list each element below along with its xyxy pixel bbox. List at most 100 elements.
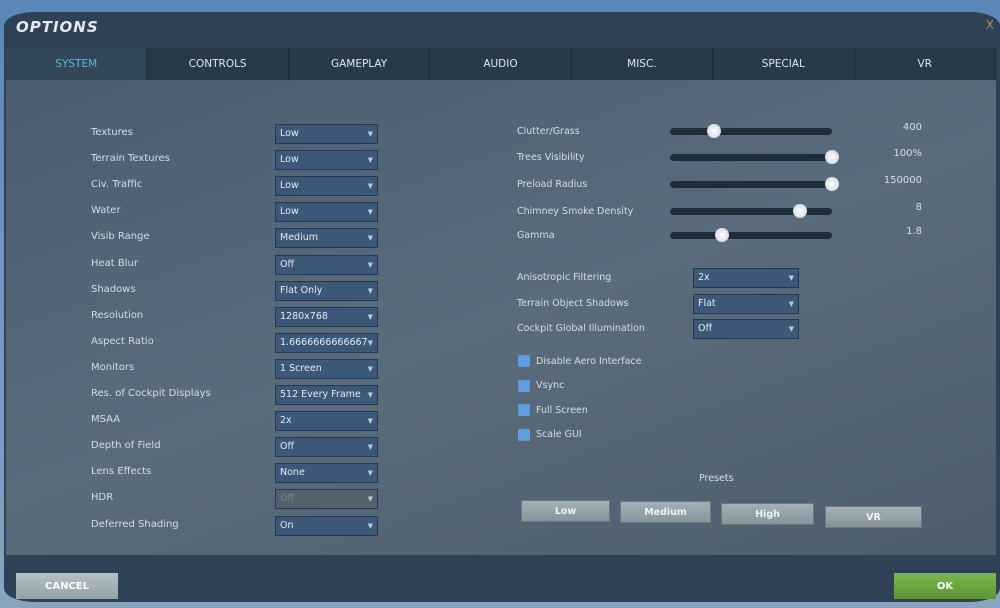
setting-dropdown[interactable]: 2x ▼ [275,411,378,432]
tab-system[interactable]: SYSTEM [6,48,148,80]
preset-medium-button[interactable]: Medium [620,501,711,523]
slider-track[interactable] [670,124,832,138]
setting-row: Lens Effects None ▼ [91,463,381,484]
tab-misc[interactable]: MISC. [571,48,714,80]
setting-dropdown[interactable]: 2x ▼ [693,268,799,288]
slider-thumb[interactable] [792,204,807,218]
setting-row: HDR Off ▼ [91,489,381,510]
setting-dropdown[interactable]: None ▼ [275,463,378,484]
tab-audio[interactable]: AUDIO [430,48,572,80]
setting-dropdown[interactable]: 1 Screen ▼ [275,358,378,379]
dropdown-value: Off [698,323,713,334]
dropdown-value: On [280,519,294,531]
setting-row: Aspect Ratio 1.6666666666667 ▼ [91,332,381,353]
setting-label: Monitors [91,361,135,373]
slider-track[interactable] [670,177,839,191]
setting-row: Shadows Flat Only ▼ [91,280,381,301]
setting-label: Lens Effects [91,466,152,478]
dropdown-value: Low [280,154,299,166]
checkbox-label: Disable Aero Interface [536,355,642,367]
checkbox[interactable] [518,404,530,416]
setting-label: HDR [91,492,114,504]
setting-dropdown[interactable]: Off ▼ [693,319,799,339]
slider-thumb[interactable] [825,177,839,191]
slider-track[interactable] [670,204,832,218]
setting-row: Civ. Traffic Low ▼ [91,176,381,197]
setting-label: Anisotropic Filtering [517,272,612,283]
chevron-down-icon: ▼ [367,234,373,243]
chevron-down-icon: ▼ [367,391,373,399]
setting-dropdown[interactable]: Flat Only ▼ [275,280,378,301]
dropdown-value: 1280x768 [280,310,328,322]
slider-label: Gamma [517,230,555,241]
setting-row: Resolution 1280x768 ▼ [91,306,381,327]
checkbox-row[interactable]: Full Screen [518,403,588,417]
setting-dropdown[interactable]: 1280x768 ▼ [275,306,378,327]
chevron-down-icon: ▼ [367,469,373,478]
dropdown-value: 2x [280,415,292,427]
checkbox-row[interactable]: Scale GUI [518,428,582,442]
setting-dropdown[interactable]: Low ▼ [275,150,378,171]
chevron-down-icon: ▼ [367,208,373,217]
setting-dropdown[interactable]: On ▼ [275,515,378,536]
dropdown-value: 512 Every Frame [280,389,361,400]
setting-row: Deferred Shading On ▼ [91,515,381,536]
setting-dropdown[interactable]: Low ▼ [275,124,378,144]
window-title: OPTIONS [16,18,99,36]
checkbox-row[interactable]: Vsync [518,379,564,393]
checkbox[interactable] [518,428,530,441]
setting-row: Depth of Field Off ▼ [91,437,381,458]
slider-track[interactable] [670,150,839,164]
setting-label: Heat Blur [91,257,138,269]
close-icon[interactable]: X [985,18,994,32]
setting-row: Cockpit Global Illumination Off ▼ [517,319,807,339]
setting-label: Resolution [91,309,144,321]
setting-dropdown[interactable]: Off ▼ [275,437,378,458]
slider-value: 100% [893,148,922,159]
chevron-down-icon: ▼ [367,417,373,426]
tab-gameplay[interactable]: GAMEPLAY [288,48,431,80]
preset-high-button[interactable]: High [721,503,814,525]
setting-row: Visib Range Medium ▼ [91,228,381,249]
dropdown-value: Flat [698,297,716,309]
ok-button[interactable]: OK [894,573,996,599]
slider-label: Clutter/Grass [517,126,580,137]
setting-dropdown[interactable]: Medium ▼ [275,228,378,249]
checkbox[interactable] [518,355,530,367]
cancel-button[interactable]: CANCEL [16,573,118,599]
dropdown-value: Low [280,206,299,218]
setting-dropdown[interactable]: 1.6666666666667 ▼ [275,332,378,353]
checkbox-row[interactable]: Disable Aero Interface [518,354,642,368]
dropdown-value: Low [280,128,299,139]
tab-controls[interactable]: CONTROLS [147,48,289,80]
chevron-down-icon: ▼ [367,312,373,321]
chevron-down-icon: ▼ [788,325,794,333]
setting-label: Shadows [91,283,136,295]
checkbox[interactable] [518,379,530,392]
setting-dropdown[interactable]: Off ▼ [275,254,378,275]
setting-dropdown[interactable]: Low ▼ [275,202,378,223]
tab-vr[interactable]: VR [854,48,996,80]
chevron-down-icon: ▼ [788,274,794,282]
slider-row: Preload Radius 150000 [517,175,922,195]
dropdown-value: 2x [698,272,710,283]
chevron-down-icon: ▼ [367,156,373,165]
dropdown-value: Off [280,441,295,453]
preset-low-button[interactable]: Low [521,500,610,522]
tab-special[interactable]: SPECIAL [713,48,855,80]
setting-row: Textures Low ▼ [91,124,381,144]
slider-row: Gamma 1.8 [517,226,922,246]
chevron-down-icon: ▼ [367,495,373,504]
slider-track[interactable] [670,228,832,242]
slider-label: Chimney Smoke Density [517,206,634,217]
setting-row: Terrain Textures Low ▼ [91,150,381,171]
preset-vr-button[interactable]: VR [825,506,922,528]
setting-dropdown[interactable]: 512 Every Frame ▼ [275,385,378,405]
slider-thumb[interactable] [825,150,839,164]
slider-thumb[interactable] [714,228,729,242]
setting-dropdown[interactable]: Low ▼ [275,176,378,197]
setting-label: Visib Range [91,231,150,243]
slider-thumb[interactable] [706,124,721,138]
setting-dropdown[interactable]: Flat ▼ [693,293,799,314]
dropdown-value: Off [280,493,295,505]
